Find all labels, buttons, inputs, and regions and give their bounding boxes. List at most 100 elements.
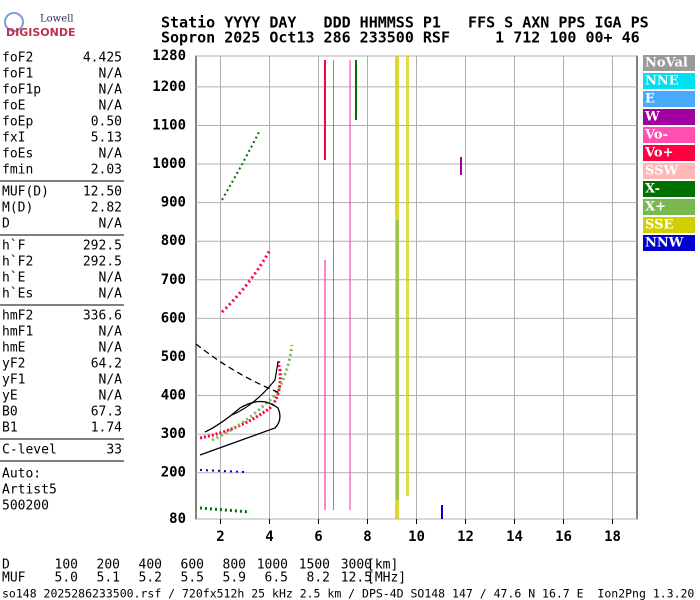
legend-label: E [645, 92, 655, 107]
param-name: h`Es [2, 287, 33, 302]
table-cell: 5.5 [181, 571, 204, 586]
legend-swatch [643, 55, 695, 71]
param-name: fxI [2, 131, 25, 146]
table-cell: 600 [181, 558, 204, 573]
legend-label: Vo+ [644, 146, 673, 161]
y-tick-label: 1100 [152, 117, 186, 133]
y-tick-label: 700 [161, 272, 186, 288]
legend-label: W [644, 110, 660, 125]
legend-swatch [643, 217, 695, 233]
interference-band [324, 60, 326, 160]
echo-trace [199, 506, 251, 514]
x-tick-label: 10 [408, 529, 425, 545]
param-name: B1 [2, 421, 18, 436]
autoscaling-text: Auto: [2, 467, 41, 482]
x-tick-label: 6 [314, 529, 322, 545]
interference-band [333, 60, 334, 510]
legend-swatch [643, 181, 695, 197]
param-value: 0.50 [91, 115, 122, 130]
plot: 80 200 300 400 500 600 700 800 900 1000 1100 1200 12… [152, 48, 638, 545]
y-tick-label: 1280 [152, 48, 186, 64]
param-name: B0 [2, 405, 18, 420]
x-tick-label: 2 [216, 529, 224, 545]
header-line: Sopron 2025 Oct13 286 233500 RSF 1 712 1… [161, 29, 640, 47]
param-name: hmF2 [2, 309, 33, 324]
echo-trace [220, 249, 272, 314]
table-cell: 5.2 [139, 571, 162, 586]
autoscaling-text: 500200 [2, 499, 49, 514]
table-cell: 8.2 [307, 571, 330, 586]
legend-swatch [643, 91, 695, 107]
table-cell: 1000 [257, 558, 288, 573]
legend-label: X- [645, 182, 660, 197]
param-value: 1.74 [91, 421, 122, 436]
y-tick-label: 800 [161, 233, 186, 249]
legend-label: Vo- [644, 128, 668, 143]
x-tick-label: 12 [457, 529, 474, 545]
logo: Lowell DIGISONDE [4, 12, 75, 39]
y-tick-label: 1000 [152, 156, 186, 172]
param-value: N/A [99, 67, 123, 82]
echo-trace [199, 469, 246, 473]
x-tick-label: 18 [604, 529, 621, 545]
legend: NoVal NNE EW Vo- Vo+ SSW X- X+ SSE NNW [643, 55, 695, 251]
param-name: yE [2, 389, 18, 404]
y-tick-label: 200 [161, 465, 186, 481]
interference-band [355, 60, 357, 120]
param-value: N/A [99, 389, 123, 404]
param-value: N/A [99, 99, 123, 114]
echo-traces [195, 56, 462, 519]
param-value: 67.3 [91, 405, 122, 420]
x-tick-label: 14 [506, 529, 523, 545]
param-value: N/A [99, 217, 123, 232]
parameter-panel: foF2 4.425 foF1 N/A foF1p N/A foE N/A foEp 0.50 fx… [0, 51, 124, 514]
y-tick-label: 1200 [152, 79, 186, 95]
legend-swatch [643, 163, 695, 179]
logo-bottom: DIGISONDE [6, 26, 75, 39]
legend-label: NNE [645, 74, 679, 89]
autoscaling-text: Artist5 [2, 483, 57, 498]
legend-swatch [643, 199, 695, 215]
y-tick-label: 600 [161, 310, 186, 326]
header-line: Statio YYYY DAY DDD HHMMSS P1 FFS S AXN … [161, 14, 649, 32]
param-name: foF2 [2, 51, 33, 66]
logo-top: Lowell [40, 14, 74, 25]
param-value: 2.03 [91, 163, 122, 178]
legend-swatch [643, 127, 695, 143]
y-tick-label: 300 [161, 426, 186, 442]
legend-swatch [643, 235, 695, 251]
param-value: N/A [99, 325, 123, 340]
legend-label: NoVal [645, 56, 688, 71]
interference-band [441, 505, 443, 519]
echo-trace [211, 344, 294, 442]
param-name: foF1p [2, 83, 41, 98]
interference-band [406, 56, 409, 496]
legend-label: SSW [645, 164, 678, 179]
footer: so148_2025286233500.rsf / 720fx512h 25 k… [2, 587, 694, 600]
table-cell: 1500 [299, 558, 330, 573]
param-name: C-level [2, 443, 57, 458]
legend-label: X+ [645, 200, 666, 215]
param-value: 12.50 [83, 185, 122, 200]
legend-label: SSE [645, 218, 673, 233]
param-name: foF1 [2, 67, 33, 82]
table-cell: 200 [97, 558, 120, 573]
logo-icon [4, 12, 24, 32]
profile-curve [199, 400, 281, 456]
table-cell: 5.9 [223, 571, 246, 586]
x-tick-label: 4 [265, 529, 273, 545]
param-name: foEp [2, 115, 33, 130]
interference-band [349, 60, 351, 510]
param-value: N/A [99, 341, 123, 356]
table-cell: 100 [55, 558, 78, 573]
table-cell: 400 [139, 558, 162, 573]
legend-swatch [643, 145, 695, 161]
param-name: hmF1 [2, 325, 33, 340]
param-value: 292.5 [83, 239, 122, 254]
param-name: h`F [2, 239, 26, 254]
interference-band [396, 220, 399, 500]
profile-curve [231, 361, 279, 416]
param-value: 33 [106, 443, 122, 458]
x-tick-label: 16 [555, 529, 572, 545]
y-tick-label: 80 [169, 511, 186, 527]
